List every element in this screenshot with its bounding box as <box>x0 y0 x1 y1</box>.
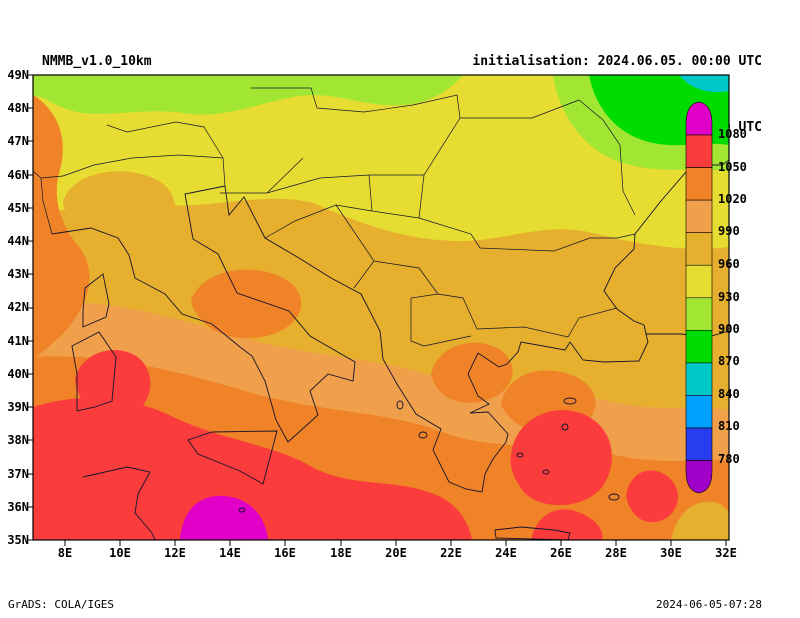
lat-tick-label: 36N <box>7 500 29 514</box>
lat-tick-label: 41N <box>7 334 29 348</box>
colorbar-label: 990 <box>718 224 740 238</box>
colorbar-label: 870 <box>718 354 740 368</box>
colorbar-label: 930 <box>718 290 740 304</box>
colorbar-segment <box>685 427 713 461</box>
colorbar-segment <box>685 395 713 429</box>
contour-region-orange-adriatic-blob <box>191 269 302 339</box>
init-time-label: initialisation: 2024.06.05. 00:00 UTC <box>472 54 762 69</box>
coastline-north-africa <box>82 466 156 540</box>
colorbar-label: 1050 <box>718 160 747 174</box>
colorbar-cap-bottom <box>685 460 713 494</box>
island-malta <box>238 507 246 513</box>
lat-tick-label: 48N <box>7 101 29 115</box>
lat-tick-label: 39N <box>7 400 29 414</box>
map-plot <box>27 74 730 546</box>
colorbar-label: 960 <box>718 257 740 271</box>
lon-tick-label: 22E <box>440 546 462 560</box>
axis-ticks <box>27 74 727 546</box>
colorbar <box>685 101 713 494</box>
contour-region-red-sw-turkey <box>626 470 678 523</box>
contour-region-teal-corner <box>679 75 729 93</box>
lat-tick-label: 35N <box>7 533 29 547</box>
colorbar-segment <box>685 199 713 233</box>
colorbar-segment <box>685 134 713 168</box>
lat-tick-label: 40N <box>7 367 29 381</box>
lon-tick-label: 30E <box>660 546 682 560</box>
lon-tick-label: 16E <box>274 546 296 560</box>
contour-region-yellowgreen-top <box>33 75 463 115</box>
colorbar-segment <box>685 264 713 299</box>
coastline-sicily <box>187 430 278 485</box>
island-rhodes <box>608 493 620 501</box>
colorbar-label: 810 <box>718 419 740 433</box>
colorbar-label: 840 <box>718 387 740 401</box>
colorbar-label: 1080 <box>718 127 747 141</box>
colorbar-segment <box>685 232 713 266</box>
contour-region-red-southwest <box>33 397 472 540</box>
contour-region-yellow-north <box>33 75 729 249</box>
grads-credit: GrADS: COLA/IGES <box>8 598 114 611</box>
lon-tick-label: 18E <box>330 546 352 560</box>
lat-tick-label: 42N <box>7 300 29 314</box>
lon-tick-label: 32E <box>715 546 737 560</box>
contour-fill-layer <box>33 75 729 540</box>
contour-region-orange-greece-blob <box>431 342 513 403</box>
colorbar-segment <box>685 330 713 364</box>
lon-tick-label: 24E <box>495 546 517 560</box>
lat-tick-label: 45N <box>7 201 29 215</box>
creation-timestamp: 2024-06-05-07:28 <box>656 598 762 611</box>
contour-region-red-south-aegean <box>531 509 603 540</box>
coastline-balkans-greece-turkey <box>224 185 729 493</box>
lat-tick-label: 46N <box>7 168 29 182</box>
colorbar-segment <box>685 167 713 201</box>
island-andros <box>516 452 524 458</box>
lon-tick-label: 12E <box>164 546 186 560</box>
model-title: NMMB_v1.0_10km <box>42 54 152 69</box>
lon-tick-label: 10E <box>109 546 131 560</box>
contour-region-red-sardinia <box>75 349 151 420</box>
coastline-italy <box>51 185 356 443</box>
coastline-corsica <box>82 273 110 328</box>
lat-tick-label: 44N <box>7 234 29 248</box>
lat-tick-label: 43N <box>7 267 29 281</box>
contour-region-magenta-max <box>180 495 268 540</box>
island-kefalonia <box>418 431 428 439</box>
lon-tick-label: 28E <box>605 546 627 560</box>
island-lesbos <box>563 397 577 405</box>
island-corfu <box>396 400 404 410</box>
colorbar-segment <box>685 362 713 396</box>
island-chios <box>561 423 569 431</box>
coastline-sardinia <box>71 331 117 412</box>
lon-tick-label: 26E <box>550 546 572 560</box>
lat-tick-label: 47N <box>7 134 29 148</box>
colorbar-label: 900 <box>718 322 740 336</box>
island-cyclades <box>542 469 550 475</box>
coastline-crete <box>494 526 571 540</box>
lat-tick-label: 38N <box>7 433 29 447</box>
lon-tick-label: 20E <box>385 546 407 560</box>
lon-tick-label: 8E <box>57 546 73 560</box>
colorbar-label: 780 <box>718 452 740 466</box>
colorbar-label: 1020 <box>718 192 747 206</box>
colorbar-segment <box>685 297 713 331</box>
contour-region-red-aegean <box>510 410 612 506</box>
lat-tick-label: 49N <box>7 68 29 82</box>
colorbar-cap-top <box>685 101 713 136</box>
contour-region-sand-se-corner <box>671 501 729 540</box>
contour-region-orange-west-strip <box>33 95 90 359</box>
lon-tick-label: 14E <box>219 546 241 560</box>
country-borders <box>33 87 636 347</box>
lat-tick-label: 37N <box>7 467 29 481</box>
